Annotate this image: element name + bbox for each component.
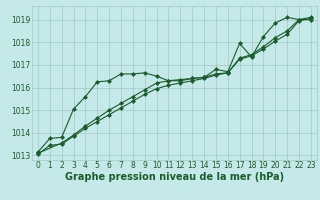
X-axis label: Graphe pression niveau de la mer (hPa): Graphe pression niveau de la mer (hPa) [65, 172, 284, 182]
